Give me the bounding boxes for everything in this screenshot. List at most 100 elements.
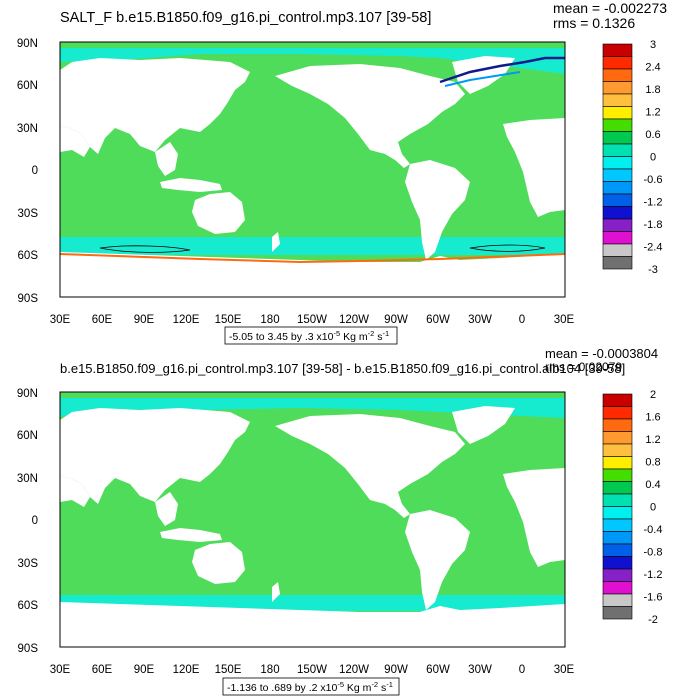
- x-tick-label: 150E: [215, 314, 242, 326]
- x-tick-label: 120E: [173, 664, 200, 676]
- stat-mean: mean = -0.002273: [553, 0, 667, 16]
- x-tick-label: 180: [260, 664, 279, 676]
- colorbar-swatch: [602, 431, 633, 445]
- range-label: -1.136 to .689 by .2 x10-5 Kg m-2 s-1: [222, 677, 400, 696]
- colorbar-swatch: [602, 581, 633, 595]
- x-tick-label: 90W: [384, 664, 408, 676]
- colorbar-label: 1.2: [645, 434, 660, 446]
- arctic-band: [60, 398, 565, 418]
- stat-rms: rms = 0.1326: [553, 15, 635, 31]
- stat-rms: rms = 0.02079: [545, 360, 622, 374]
- x-tick-label: 120W: [339, 664, 369, 676]
- colorbar-label: -2.4: [644, 242, 663, 254]
- y-tick-label: 60N: [17, 430, 38, 442]
- colorbar-swatch: [602, 606, 633, 620]
- top-panel: SALT_F b.e15.B1850.f09_g16.pi_control.mp…: [17, 0, 667, 345]
- antarctic-contour-2: [469, 244, 546, 252]
- arctic-coast-accent: [439, 56, 565, 84]
- colorbar-label: -3: [648, 264, 658, 276]
- x-tick-label: 60W: [426, 314, 450, 326]
- colorbar-swatch: [602, 81, 633, 95]
- y-tick-label: 90S: [18, 293, 39, 305]
- colorbar-swatch: [602, 181, 633, 195]
- x-tick-label: 90W: [384, 314, 408, 326]
- x-axis: 30E 60E 90E 120E 150E 180 150W 120W 90W …: [50, 664, 575, 676]
- arctic-coast-accent-2: [444, 71, 521, 87]
- colorbar-swatch: [602, 406, 633, 420]
- colorbar-swatch: [602, 393, 633, 407]
- x-tick-label: 120E: [173, 314, 200, 326]
- colorbar-swatch: [602, 68, 633, 82]
- x-tick-label: 180: [260, 314, 279, 326]
- colorbar-label: -0.4: [644, 524, 663, 536]
- x-tick-label: 150W: [297, 664, 327, 676]
- y-tick-label: 30S: [18, 208, 39, 220]
- plot-frame: [59, 41, 566, 298]
- colorbar-label: 0.4: [645, 479, 660, 491]
- range-label-text: -1.136 to .689 by .2 x10: [227, 682, 337, 694]
- y-tick-label: 60S: [18, 250, 39, 262]
- x-tick-label: 90E: [134, 314, 155, 326]
- colorbar-swatch: [602, 568, 633, 582]
- colorbar-swatch: [602, 243, 633, 257]
- colorbar-swatch: [602, 468, 633, 482]
- colorbar-swatch: [602, 593, 633, 607]
- y-tick-label: 60N: [17, 80, 38, 92]
- chart-title: b.e15.B1850.f09_g16.pi_control.mp3.107 […: [60, 361, 625, 376]
- colorbar-label: -0.8: [644, 547, 663, 559]
- range-label: -5.05 to 3.45 by .3 x10-5 Kg m-2 s-1: [224, 326, 398, 345]
- colorbar-swatch: [602, 456, 633, 470]
- plot-frame: [59, 391, 566, 648]
- colorbar-swatch: [602, 131, 633, 145]
- colorbar-label: -0.6: [644, 174, 663, 186]
- y-axis: 90N 60N 30N 0 30S 60S 90S: [17, 388, 38, 655]
- colorbar-label: -1.2: [644, 197, 663, 209]
- x-tick-label: 60E: [92, 314, 113, 326]
- colorbar-swatch: [602, 418, 633, 432]
- y-tick-label: 0: [32, 165, 38, 177]
- colorbar-swatch: [602, 218, 633, 232]
- x-tick-label: 30W: [468, 314, 492, 326]
- x-tick-label: 150E: [215, 664, 242, 676]
- y-tick-label: 90N: [17, 388, 38, 400]
- x-tick-label: 60W: [426, 664, 450, 676]
- range-label-units: Kg m: [340, 331, 368, 343]
- colorbar-swatch: [602, 118, 633, 132]
- x-tick-label: 30W: [468, 664, 492, 676]
- colorbar-swatch: [602, 531, 633, 545]
- colorbar-swatch: [602, 231, 633, 245]
- range-label-text: -5.05 to 3.45 by .3 x10: [229, 331, 334, 343]
- arctic-band: [60, 48, 565, 74]
- colorbar-swatch: [602, 93, 633, 107]
- map-plot: [59, 391, 566, 648]
- range-label-units-exp: -2: [371, 680, 378, 689]
- colorbar: 3 2.4 1.8 1.2 0.6 0 -0.6 -1.2 -1.8 -2.4 -3: [602, 39, 663, 276]
- colorbar-swatch: [602, 106, 633, 120]
- colorbar-label: 1.6: [645, 412, 660, 424]
- colorbar-swatch: [602, 518, 633, 532]
- colorbar-label: 0: [650, 502, 656, 514]
- colorbar-label: -1.2: [644, 569, 663, 581]
- colorbar-swatch: [602, 156, 633, 170]
- y-tick-label: 30N: [17, 123, 38, 135]
- x-tick-label: 60E: [92, 664, 113, 676]
- range-label-units-exp: -2: [368, 329, 375, 338]
- range-label-exp: -5: [334, 329, 341, 338]
- range-label-box: [224, 326, 398, 345]
- y-tick-label: 90S: [18, 643, 39, 655]
- y-tick-label: 30N: [17, 473, 38, 485]
- x-tick-label: 90E: [134, 664, 155, 676]
- x-tick-label: 0: [519, 664, 525, 676]
- colorbar-label: -1.6: [644, 592, 663, 604]
- colorbar-label: 2: [650, 389, 656, 401]
- range-label-units-exp2: -1: [382, 329, 389, 338]
- y-tick-label: 90N: [17, 38, 38, 50]
- y-tick-label: 0: [32, 515, 38, 527]
- colorbar-swatch: [602, 481, 633, 495]
- colorbar-swatch: [602, 506, 633, 520]
- y-tick-label: 30S: [18, 558, 39, 570]
- colorbar-label: 3: [650, 39, 656, 51]
- colorbar-label: 1.2: [645, 107, 660, 119]
- y-tick-label: 60S: [18, 600, 39, 612]
